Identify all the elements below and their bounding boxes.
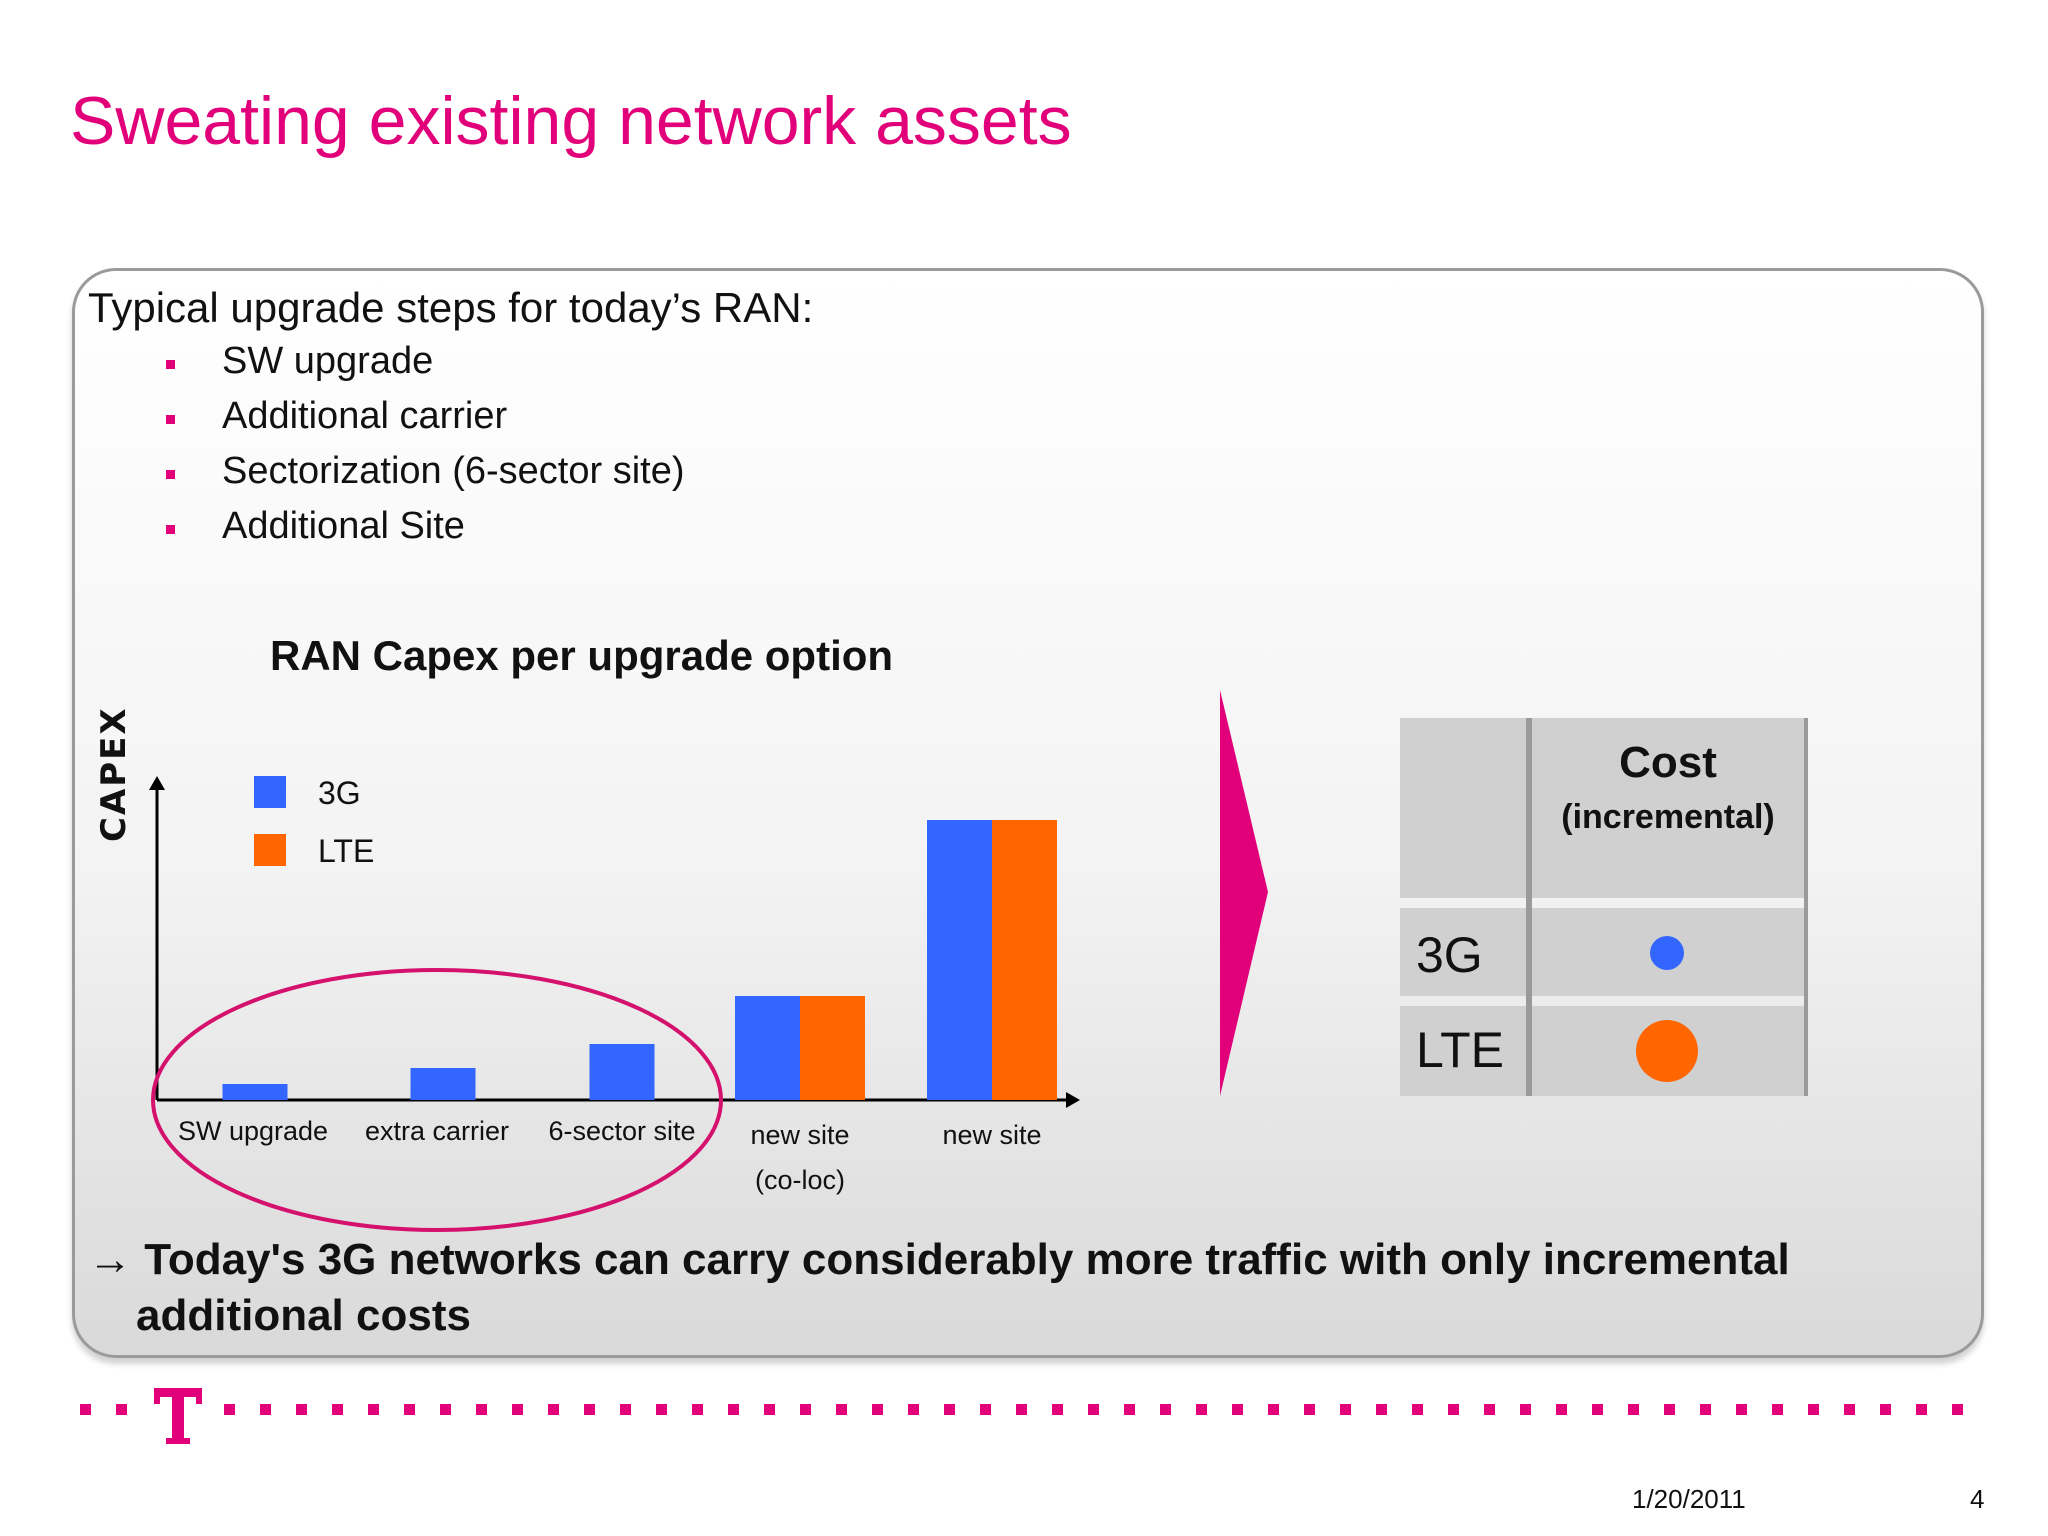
conclusion-arrow-icon: → [88,1235,132,1284]
bullet-square-icon [166,415,175,424]
bullet-square-icon [166,360,175,369]
legend-swatch [254,834,286,866]
cost-table-divider [1526,718,1532,1096]
legend-label: 3G [318,775,361,811]
bullet-item: SW upgrade [166,340,685,395]
x-tick-label: extra carrier [365,1116,509,1146]
bullet-item: Additional carrier [166,395,685,450]
legend-swatch [254,776,286,808]
telekom-t-logo-icon [154,1388,202,1444]
x-axis-arrow-icon [1066,1092,1080,1108]
cost-lte-dot-icon [1636,1020,1698,1082]
cost-subheader-label: (incremental) [1561,798,1775,836]
bar-lte [992,820,1057,1100]
y-axis-arrow-icon [149,776,165,790]
chevron-arrow-icon [1220,690,1268,1096]
x-tick-label: new site [942,1120,1041,1150]
bullet-item: Sectorization (6-sector site) [166,450,685,505]
bar-3g [927,820,992,1100]
cost-table-row-3g-label-cell [1400,908,1526,996]
legend-label: LTE [318,833,374,869]
x-tick-label: SW upgrade [178,1116,328,1146]
cost-table: Cost (incremental) 3G LTE [1400,718,1808,1096]
bar-3g [735,996,800,1100]
chart-title: RAN Capex per upgrade option [270,632,894,679]
conclusion-line-2: additional costs [136,1291,471,1340]
slide-title: Sweating existing network assets [70,83,1072,159]
cost-table-header: Cost (incremental) [1532,718,1804,837]
cost-row-label-lte: LTE [1416,1022,1504,1078]
bullet-list: SW upgrade Additional carrier Sectorizat… [166,340,685,560]
cost-table-corner [1400,718,1526,898]
bar-3g [222,1084,288,1100]
cost-row-label-3g: 3G [1416,927,1483,983]
bar-lte [800,996,865,1100]
conclusion-line-1: Today's 3G networks can carry considerab… [144,1235,1790,1284]
x-tick-label: new site [750,1120,849,1150]
cost-table-row-lte-label-cell [1400,1006,1526,1096]
bar-3g [589,1044,655,1100]
cost-table-header-cell [1532,718,1804,898]
cost-table-border [1804,718,1808,1096]
bullet-square-icon [166,525,175,534]
bar-3g [410,1068,476,1100]
x-tick-label: 6-sector site [548,1116,695,1146]
cost-header-label: Cost [1619,738,1717,787]
cost-3g-dot-icon [1650,936,1684,970]
footer-dotted-line [80,1404,1963,1415]
highlight-ellipse [151,968,723,1232]
capex-bar-chart: SW upgrade extra carrier 6-sector site new … [149,775,1080,1232]
intro-text: Typical upgrade steps for today’s RAN: [88,284,814,331]
page-number: 4 [1970,1484,1985,1514]
bullet-square-icon [166,470,175,479]
conclusion-text: → Today's 3G networks can carry consider… [88,1232,1790,1344]
bullet-item: Additional Site [166,505,685,560]
footer-date: 1/20/2011 [1632,1484,1746,1514]
x-tick-label: (co-loc) [755,1165,845,1195]
